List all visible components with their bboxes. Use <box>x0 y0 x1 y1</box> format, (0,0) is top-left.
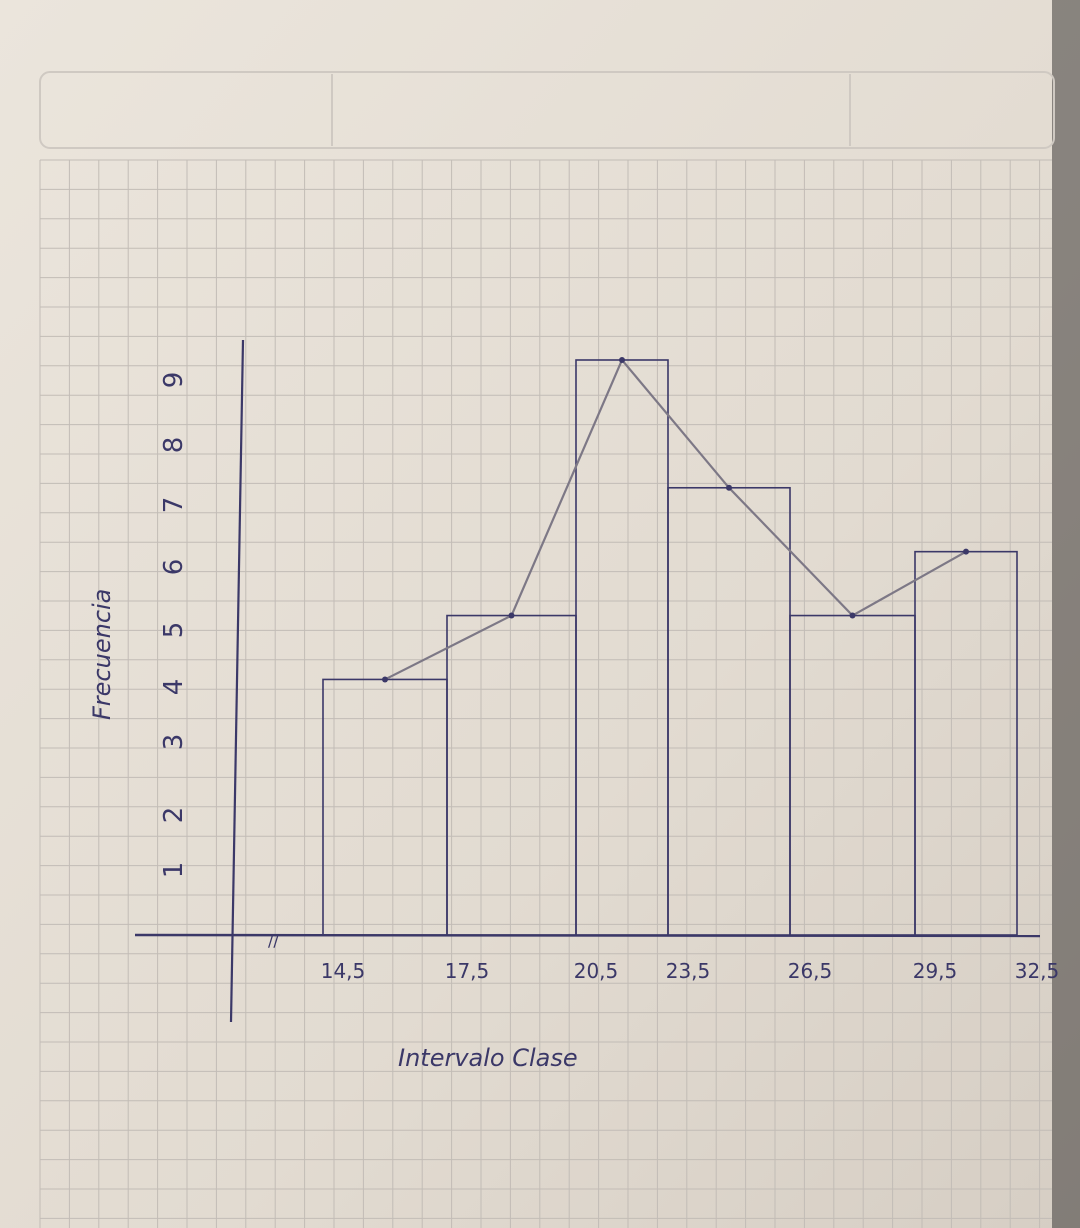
x-tick-label: 29,5 <box>913 959 958 983</box>
y-tick-label: 8 <box>159 437 189 454</box>
graph-paper-grid <box>39 159 1052 1228</box>
polygon-point <box>508 612 515 619</box>
header-box <box>39 71 1055 149</box>
x-axis-line <box>134 933 1041 938</box>
y-axis-line <box>229 339 245 1023</box>
y-tick-label: 3 <box>159 734 189 751</box>
x-tick-label: 23,5 <box>666 959 711 983</box>
polygon-point <box>382 676 388 683</box>
y-tick-label: 6 <box>159 559 189 576</box>
y-tick-labels: 1 2 3 4 5 6 7 8 9 <box>159 372 189 879</box>
y-tick-label: 4 <box>159 679 189 696</box>
frequency-polygon <box>384 357 967 681</box>
polygon-point <box>849 612 856 619</box>
x-tick-label: 17,5 <box>445 959 490 983</box>
y-tick-label: 1 <box>159 862 189 879</box>
polygon-points <box>382 357 969 683</box>
x-tick-label: 26,5 <box>788 959 833 983</box>
x-tick-label: 32,5 <box>1015 959 1060 983</box>
axis-break-mark: // <box>268 931 279 950</box>
x-tick-label: 20,5 <box>574 959 619 983</box>
histogram-chart: // 1 2 3 4 5 6 7 8 9 14,5 17,5 20,5 23,5 26,5 29,5 32,… <box>88 339 1060 1072</box>
y-axis-title: Frecuencia <box>88 589 116 720</box>
table-edge <box>1052 0 1080 1228</box>
x-tick-labels: 14,5 17,5 20,5 23,5 26,5 29,5 32,5 <box>321 959 1060 983</box>
x-axis-title: Intervalo Clase <box>398 1044 578 1072</box>
x-tick-label: 14,5 <box>321 959 366 983</box>
polygon-point <box>619 357 625 363</box>
polygon-point <box>726 484 732 491</box>
y-tick-label: 9 <box>159 372 189 389</box>
y-tick-label: 5 <box>159 622 189 639</box>
y-tick-label: 2 <box>159 807 189 824</box>
y-tick-label: 7 <box>159 497 189 514</box>
polygon-point <box>963 548 969 555</box>
